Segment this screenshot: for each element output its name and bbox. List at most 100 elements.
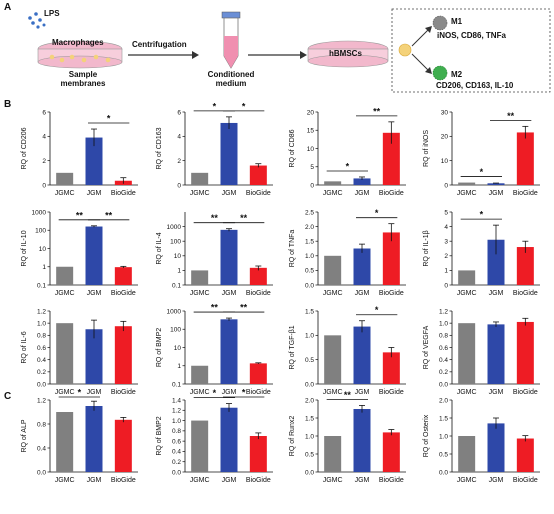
chart-9-bar-biogide [114,326,132,384]
chart-9-ytick-label-3: 0.6 [37,345,46,352]
culture-dish-left-bottom [37,55,123,69]
chart-14-xtick-label-0: JGMC [190,477,210,484]
chart-14-ytick-label-3: 0.6 [172,438,181,445]
chart-2-sig-label-0: * [213,101,217,111]
chart-10-xtick-label-1: JGM [222,389,237,396]
chart-15-ytick-label-0: 0.0 [305,469,314,476]
chart-10-xtick-label-2: BioGide [246,389,271,396]
conditioned-line-2: medium [215,79,247,88]
chart-11-xtick-label-2: BioGide [379,389,404,396]
chart-10-sig-label-1: ** [240,303,248,313]
chart-7-ytick-label-1: 0.5 [305,268,314,275]
chart-2-ytick-label-3: 6 [177,109,181,116]
sample-membranes-label: Sample membranes [58,70,108,88]
arrow-head-1 [192,51,199,59]
chart-13-xtick-label-2: BioGide [111,477,136,484]
chart-1-ytick-label-3: 6 [42,109,46,116]
chart-7-xtick-label-1: JGM [355,290,370,297]
chart-6-ytick-label-4: 1000 [167,224,182,231]
chart-12-ytick-label-2: 0.4 [439,357,448,364]
chart-12-bar-biogide [516,321,534,384]
chart-14-bar-jgm [220,407,238,472]
chart-16-ytick-label-0: 0.0 [439,469,448,476]
chart-3-ytick-label-0: 0 [310,182,314,189]
chart-6-ylabel: RQ of IL-4 [156,232,163,264]
chart-1-xtick-label-1: JGM [87,190,102,197]
chart-8-bar-biogide [516,247,534,285]
chart-15-xtick-label-0: JGMC [323,477,343,484]
chart-13-bar-biogide [114,419,132,472]
chart-4-sig-label-1: ** [507,111,515,121]
macrophage-icon [398,43,412,57]
chart-2-xtick-label-1: JGM [222,190,237,197]
chart-12-ytick-label-0: 0.0 [439,381,448,388]
chart-4-ytick-label-3: 30 [441,109,449,116]
chart-11-ytick-label-0: 0.0 [305,381,314,388]
chart-13-xtick-label-1: JGM [87,477,102,484]
chart-5-xtick-label-2: BioGide [111,290,136,297]
chart-10-sig-label-0: ** [211,303,219,313]
chart-1-bar-jgm [85,137,103,185]
chart-3-ytick-label-3: 15 [307,128,315,135]
chart-14-ytick-label-0: 0.0 [172,469,181,476]
chart-3-ylabel: RQ of CD86 [289,129,296,167]
chart-6-bar-biogide [249,267,267,285]
chart-10-xtick-label-0: JGMC [190,389,210,396]
chart-15-bar-jgm [353,409,371,472]
chart-14-xtick-label-2: BioGide [246,477,271,484]
lps-dropper-icon [28,12,46,29]
chart-13-ytick-label-1: 0.4 [37,445,46,452]
chart-11-ytick-label-2: 1.0 [305,333,314,340]
chart-11-ytick-label-3: 1.5 [305,308,314,315]
chart-9-ytick-label-6: 1.2 [37,308,46,315]
chart-8-ylabel: RQ of IL-1β [423,230,430,266]
chart-3-bar-jgmc [324,181,342,185]
chart-8-ytick-label-1: 1 [444,268,448,275]
chart-16-ytick-label-2: 1.0 [439,433,448,440]
chart-3-sig-label-1: ** [373,106,381,116]
chart-12-ytick-label-1: 0.2 [439,369,448,376]
chart-1-ylabel: RQ of CD206 [21,127,28,169]
chart-11-sig-label-0: * [375,305,379,315]
chart-9-bar-jgm [85,329,103,384]
conditioned-medium-tube-icon [221,11,241,69]
chart-6-ytick-label-3: 100 [170,239,181,246]
chart-14-ytick-label-6: 1.2 [172,408,181,415]
schematic-panel-a [28,8,551,93]
chart-3-ytick-label-1: 5 [310,164,314,171]
chart-7-bar-jgm [353,248,371,285]
chart-6-bar-jgm [220,229,238,285]
chart-2-bar-biogide [249,165,267,185]
chart-13-xtick-label-0: JGMC [55,477,75,484]
m1-markers-label: iNOS, CD86, TNFa [437,31,506,40]
chart-8-ytick-label-4: 4 [444,224,448,231]
chart-16-ytick-label-3: 1.5 [439,415,448,422]
chart-16-xtick-label-0: JGMC [457,477,477,484]
chart-9-ytick-label-1: 0.2 [37,369,46,376]
chart-15-ytick-label-4: 2.0 [305,397,314,404]
chart-15-xtick-label-1: JGM [355,477,370,484]
chart-15-bar-biogide [382,432,400,472]
chart-11-ylabel: RQ of TGF-β1 [289,325,296,369]
chart-11-xtick-label-1: JGM [355,389,370,396]
chart-9-ytick-label-4: 0.8 [37,333,46,340]
chart-12-bar-jgmc [458,323,476,384]
chart-14-ytick-label-7: 1.4 [172,397,181,404]
chart-1-ytick-label-2: 4 [42,134,46,141]
chart-13-ytick-label-2: 0.8 [37,421,46,428]
chart-7-xtick-label-0: JGMC [323,290,343,297]
chart-16-ylabel: RQ of Osterix [423,414,430,457]
chart-12-xtick-label-0: JGMC [457,389,477,396]
chart-14-ytick-label-1: 0.2 [172,459,181,466]
centrifugation-label: Centrifugation [132,40,187,49]
chart-8-ytick-label-5: 5 [444,209,448,216]
chart-12-ylabel: RQ of VEGFA [423,325,430,369]
chart-3-xtick-label-0: JGMC [323,190,343,197]
chart-5-ytick-label-2: 10 [39,246,47,253]
chart-10-bar-jgmc [191,365,209,384]
culture-dish-right-bottom [307,54,389,68]
chart-6-ytick-label-0: 0.1 [172,282,181,289]
chart-15-ylabel: RQ of Runx2 [289,416,296,457]
chart-9-ylabel: RQ of IL-6 [21,331,28,363]
